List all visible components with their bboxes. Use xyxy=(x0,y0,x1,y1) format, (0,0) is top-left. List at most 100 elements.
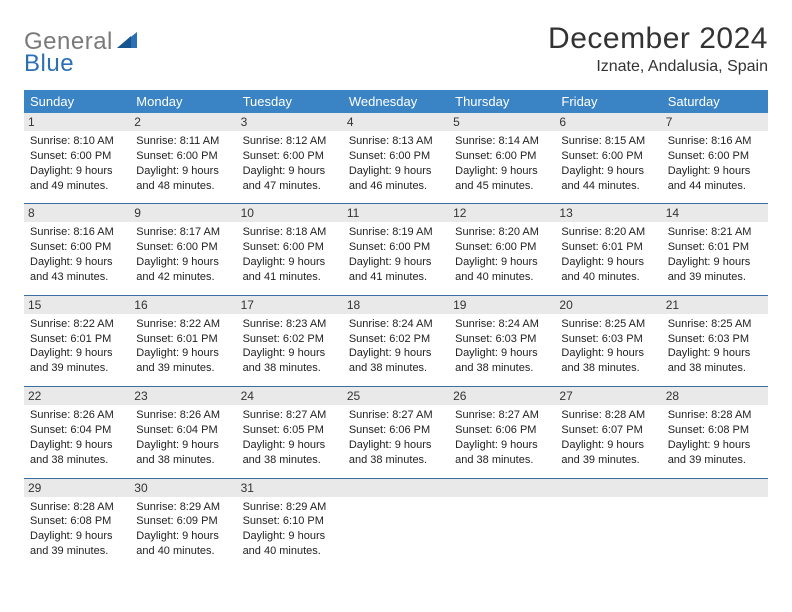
calendar-table: Sunday Monday Tuesday Wednesday Thursday… xyxy=(24,90,768,569)
day-number: 9 xyxy=(130,204,236,222)
daylight-text: Daylight: 9 hours and 38 minutes. xyxy=(349,438,443,468)
sunrise-text: Sunrise: 8:28 AM xyxy=(668,408,762,423)
daylight-text: Daylight: 9 hours and 42 minutes. xyxy=(136,255,230,285)
sunrise-text: Sunrise: 8:23 AM xyxy=(243,317,337,332)
day-number: 30 xyxy=(130,479,236,497)
daylight-text: Daylight: 9 hours and 40 minutes. xyxy=(455,255,549,285)
weekday-header: Wednesday xyxy=(343,90,449,113)
daylight-text: Daylight: 9 hours and 39 minutes. xyxy=(136,346,230,376)
day-number: 31 xyxy=(237,479,343,497)
daylight-text: Daylight: 9 hours and 41 minutes. xyxy=(349,255,443,285)
calendar-header-row: Sunday Monday Tuesday Wednesday Thursday… xyxy=(24,90,768,113)
brand-text-blue: Blue xyxy=(24,50,74,77)
day-number xyxy=(555,479,661,497)
sunrise-text: Sunrise: 8:24 AM xyxy=(349,317,443,332)
sunrise-text: Sunrise: 8:20 AM xyxy=(455,225,549,240)
sunrise-text: Sunrise: 8:12 AM xyxy=(243,134,337,149)
day-info: Sunrise: 8:23 AMSunset: 6:02 PMDaylight:… xyxy=(243,317,337,376)
calendar-day-cell: 1Sunrise: 8:10 AMSunset: 6:00 PMDaylight… xyxy=(24,113,130,204)
calendar-day-cell: 29Sunrise: 8:28 AMSunset: 6:08 PMDayligh… xyxy=(24,478,130,569)
sunset-text: Sunset: 6:03 PM xyxy=(668,332,762,347)
daylight-text: Daylight: 9 hours and 38 minutes. xyxy=(30,438,124,468)
calendar-body: 1Sunrise: 8:10 AMSunset: 6:00 PMDaylight… xyxy=(24,113,768,569)
calendar-week-row: 1Sunrise: 8:10 AMSunset: 6:00 PMDaylight… xyxy=(24,113,768,204)
weekday-header: Saturday xyxy=(662,90,768,113)
day-info: Sunrise: 8:18 AMSunset: 6:00 PMDaylight:… xyxy=(243,225,337,284)
sunrise-text: Sunrise: 8:14 AM xyxy=(455,134,549,149)
day-number: 8 xyxy=(24,204,130,222)
daylight-text: Daylight: 9 hours and 48 minutes. xyxy=(136,164,230,194)
sunset-text: Sunset: 6:00 PM xyxy=(349,149,443,164)
day-number: 10 xyxy=(237,204,343,222)
day-info: Sunrise: 8:14 AMSunset: 6:00 PMDaylight:… xyxy=(455,134,549,193)
sunset-text: Sunset: 6:01 PM xyxy=(30,332,124,347)
sunrise-text: Sunrise: 8:28 AM xyxy=(30,500,124,515)
day-number: 2 xyxy=(130,113,236,131)
daylight-text: Daylight: 9 hours and 40 minutes. xyxy=(243,529,337,559)
daylight-text: Daylight: 9 hours and 44 minutes. xyxy=(668,164,762,194)
daylight-text: Daylight: 9 hours and 39 minutes. xyxy=(30,529,124,559)
daylight-text: Daylight: 9 hours and 38 minutes. xyxy=(561,346,655,376)
sunrise-text: Sunrise: 8:26 AM xyxy=(136,408,230,423)
sunset-text: Sunset: 6:00 PM xyxy=(349,240,443,255)
location-text: Iznate, Andalusia, Spain xyxy=(548,58,768,76)
sunset-text: Sunset: 6:04 PM xyxy=(136,423,230,438)
sunrise-text: Sunrise: 8:28 AM xyxy=(561,408,655,423)
day-info: Sunrise: 8:28 AMSunset: 6:08 PMDaylight:… xyxy=(30,500,124,559)
calendar-day-cell: 9 Sunrise: 8:17 AMSunset: 6:00 PMDaylight… xyxy=(130,204,236,295)
day-info: Sunrise: 8:12 AMSunset: 6:00 PMDaylight:… xyxy=(243,134,337,193)
sunset-text: Sunset: 6:01 PM xyxy=(561,240,655,255)
calendar-day-cell xyxy=(662,478,768,569)
day-info: Sunrise: 8:21 AMSunset: 6:01 PMDaylight:… xyxy=(668,225,762,284)
calendar-day-cell: 11Sunrise: 8:19 AMSunset: 6:00 PMDayligh… xyxy=(343,204,449,295)
day-number xyxy=(662,479,768,497)
sunrise-text: Sunrise: 8:22 AM xyxy=(136,317,230,332)
day-number: 17 xyxy=(237,296,343,314)
sunrise-text: Sunrise: 8:27 AM xyxy=(243,408,337,423)
calendar-day-cell: 25Sunrise: 8:27 AMSunset: 6:06 PMDayligh… xyxy=(343,387,449,478)
sunset-text: Sunset: 6:07 PM xyxy=(561,423,655,438)
day-number: 20 xyxy=(555,296,661,314)
daylight-text: Daylight: 9 hours and 45 minutes. xyxy=(455,164,549,194)
weekday-header: Thursday xyxy=(449,90,555,113)
day-info: Sunrise: 8:24 AMSunset: 6:02 PMDaylight:… xyxy=(349,317,443,376)
sunrise-text: Sunrise: 8:15 AM xyxy=(561,134,655,149)
day-number: 26 xyxy=(449,387,555,405)
sunrise-text: Sunrise: 8:25 AM xyxy=(668,317,762,332)
sunset-text: Sunset: 6:04 PM xyxy=(30,423,124,438)
sunset-text: Sunset: 6:00 PM xyxy=(243,240,337,255)
sunset-text: Sunset: 6:00 PM xyxy=(136,149,230,164)
daylight-text: Daylight: 9 hours and 44 minutes. xyxy=(561,164,655,194)
sunset-text: Sunset: 6:00 PM xyxy=(30,149,124,164)
day-number: 24 xyxy=(237,387,343,405)
calendar-day-cell: 10 Sunrise: 8:18 AMSunset: 6:00 PMDayligh… xyxy=(237,204,343,295)
day-info: Sunrise: 8:17 AMSunset: 6:00 PMDaylight:… xyxy=(136,225,230,284)
sunrise-text: Sunrise: 8:11 AM xyxy=(136,134,230,149)
day-number: 3 xyxy=(237,113,343,131)
daylight-text: Daylight: 9 hours and 38 minutes. xyxy=(455,346,549,376)
sunrise-text: Sunrise: 8:16 AM xyxy=(30,225,124,240)
calendar-day-cell: 3 Sunrise: 8:12 AMSunset: 6:00 PMDaylight… xyxy=(237,113,343,204)
day-info: Sunrise: 8:27 AMSunset: 6:06 PMDaylight:… xyxy=(455,408,549,467)
calendar-day-cell: 16Sunrise: 8:22 AMSunset: 6:01 PMDayligh… xyxy=(130,295,236,386)
sunset-text: Sunset: 6:00 PM xyxy=(243,149,337,164)
daylight-text: Daylight: 9 hours and 46 minutes. xyxy=(349,164,443,194)
calendar-day-cell: 5Sunrise: 8:14 AMSunset: 6:00 PMDaylight… xyxy=(449,113,555,204)
sunset-text: Sunset: 6:03 PM xyxy=(455,332,549,347)
sunset-text: Sunset: 6:01 PM xyxy=(136,332,230,347)
day-info: Sunrise: 8:26 AMSunset: 6:04 PMDaylight:… xyxy=(136,408,230,467)
daylight-text: Daylight: 9 hours and 41 minutes. xyxy=(243,255,337,285)
calendar-week-row: 8Sunrise: 8:16 AMSunset: 6:00 PMDaylight… xyxy=(24,204,768,295)
sunset-text: Sunset: 6:00 PM xyxy=(136,240,230,255)
sunrise-text: Sunrise: 8:20 AM xyxy=(561,225,655,240)
calendar-week-row: 22Sunrise: 8:26 AMSunset: 6:04 PMDayligh… xyxy=(24,387,768,478)
daylight-text: Daylight: 9 hours and 38 minutes. xyxy=(455,438,549,468)
daylight-text: Daylight: 9 hours and 47 minutes. xyxy=(243,164,337,194)
sunset-text: Sunset: 6:08 PM xyxy=(30,514,124,529)
day-number: 28 xyxy=(662,387,768,405)
daylight-text: Daylight: 9 hours and 38 minutes. xyxy=(136,438,230,468)
daylight-text: Daylight: 9 hours and 38 minutes. xyxy=(349,346,443,376)
month-title: December 2024 xyxy=(548,22,768,56)
sunrise-text: Sunrise: 8:21 AM xyxy=(668,225,762,240)
calendar-day-cell: 24Sunrise: 8:27 AMSunset: 6:05 PMDayligh… xyxy=(237,387,343,478)
